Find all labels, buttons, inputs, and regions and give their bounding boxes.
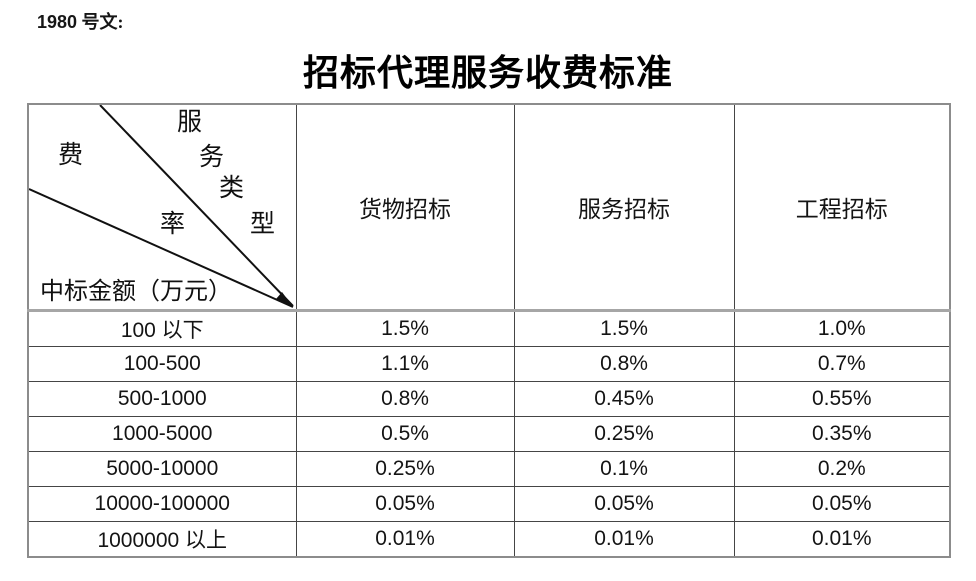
amount-range-cell: 1000-5000 xyxy=(27,416,297,452)
column-header-services-bidding: 服务招标 xyxy=(513,103,735,312)
corner-service-type-char: 服 xyxy=(177,109,203,136)
rate-cell: 1.1% xyxy=(295,346,515,382)
corner-service-type-char: 型 xyxy=(250,211,276,238)
table-row: 5000-10000 0.25% 0.1% 0.2% xyxy=(27,451,951,487)
fee-table: 服 务 类 型 费 率 中标金额（万元） 货物招标 服务招标 工程招标 100 … xyxy=(27,103,951,558)
rate-cell: 0.8% xyxy=(513,346,735,382)
rate-cell: 0.1% xyxy=(513,451,735,487)
table-row: 1000-5000 0.5% 0.25% 0.35% xyxy=(27,416,951,452)
table-row: 500-1000 0.8% 0.45% 0.55% xyxy=(27,381,951,417)
diagonal-arrow-tip xyxy=(276,292,293,307)
rate-cell: 0.01% xyxy=(295,521,515,558)
corner-header-box: 服 务 类 型 费 率 中标金额（万元） xyxy=(29,105,296,309)
table-row: 100 以下 1.5% 1.5% 1.0% xyxy=(27,310,951,347)
corner-header-cell: 服 务 类 型 费 率 中标金额（万元） xyxy=(27,103,297,312)
rate-cell: 0.5% xyxy=(295,416,515,452)
page-title: 招标代理服务收费标准 xyxy=(302,53,673,93)
corner-amount-label: 中标金额（万元） xyxy=(40,279,232,305)
rate-cell: 0.25% xyxy=(513,416,735,452)
rate-cell: 0.8% xyxy=(295,381,515,417)
corner-service-type-char: 务 xyxy=(199,144,225,171)
table-row: 10000-100000 0.05% 0.05% 0.05% xyxy=(27,486,951,522)
rate-cell: 0.01% xyxy=(733,521,951,558)
amount-range-cell: 500-1000 xyxy=(27,381,297,417)
rate-cell: 0.05% xyxy=(513,486,735,522)
rate-cell: 0.01% xyxy=(513,521,735,558)
rate-cell: 0.55% xyxy=(733,381,951,417)
column-header-works-bidding: 工程招标 xyxy=(733,103,951,312)
rate-cell: 0.05% xyxy=(733,486,951,522)
diagonal-divider-lines xyxy=(29,105,294,308)
amount-range-cell: 5000-10000 xyxy=(27,451,297,487)
doc-number: 1980 xyxy=(37,12,78,32)
rate-cell: 1.5% xyxy=(295,310,515,347)
rate-cell: 0.25% xyxy=(295,451,515,487)
rate-cell: 0.45% xyxy=(513,381,735,417)
header-row: 服 务 类 型 费 率 中标金额（万元） 货物招标 服务招标 工程招标 xyxy=(27,103,951,312)
rate-cell: 1.0% xyxy=(733,310,951,347)
amount-range-cell: 100-500 xyxy=(27,346,297,382)
amount-range-cell: 1000000 以上 xyxy=(27,521,297,558)
corner-service-type-char: 类 xyxy=(219,175,245,202)
corner-rate-char: 费 xyxy=(58,142,84,169)
table-row: 100-500 1.1% 0.8% 0.7% xyxy=(27,346,951,382)
table-row: 1000000 以上 0.01% 0.01% 0.01% xyxy=(27,521,951,558)
doc-number-label: 号文: xyxy=(81,12,124,32)
amount-range-cell: 100 以下 xyxy=(27,310,297,347)
rate-cell: 1.5% xyxy=(513,310,735,347)
doc-reference: 1980 号文: xyxy=(37,8,124,34)
rate-cell: 0.2% xyxy=(733,451,951,487)
rate-cell: 0.05% xyxy=(295,486,515,522)
column-header-goods-bidding: 货物招标 xyxy=(295,103,515,312)
corner-rate-char: 率 xyxy=(160,211,186,238)
amount-range-cell: 10000-100000 xyxy=(27,486,297,522)
rate-cell: 0.35% xyxy=(733,416,951,452)
rate-cell: 0.7% xyxy=(733,346,951,382)
